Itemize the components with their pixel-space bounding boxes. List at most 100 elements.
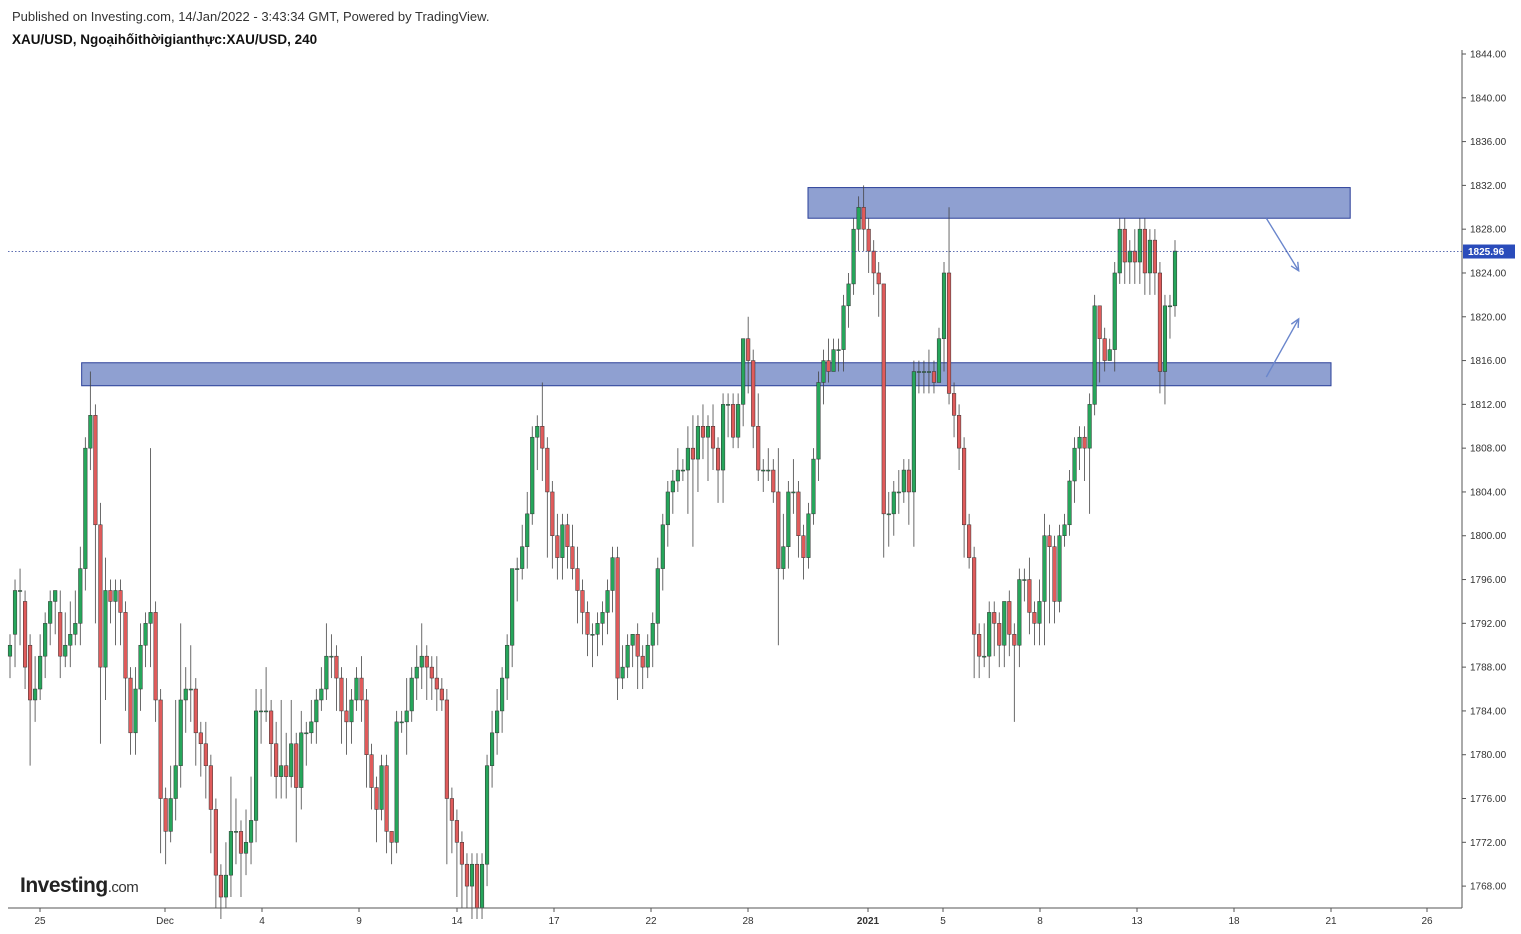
candle-body [459, 842, 464, 865]
sr-zone [807, 187, 1351, 219]
candle-body [12, 590, 18, 635]
candle-body [128, 677, 133, 734]
candle-body [1007, 601, 1012, 635]
candle-body [319, 688, 324, 701]
candle-body [158, 699, 163, 799]
candle-body [173, 765, 178, 799]
candle-body [1047, 535, 1052, 547]
candle-body [535, 426, 540, 438]
candle-body [836, 349, 841, 351]
candle-body [500, 677, 505, 712]
candle-body [505, 644, 510, 679]
candle-body [1107, 349, 1112, 361]
logo-suffix: .com [107, 879, 139, 896]
chart-header: Published on Investing.com, 14/Jan/2022 … [12, 9, 489, 47]
candle-body [610, 557, 615, 591]
candle-body [33, 688, 38, 701]
price-tick-label: 1836.00 [1470, 137, 1507, 148]
candle-body [329, 655, 334, 658]
candle-body [243, 842, 249, 854]
candle-body [585, 612, 590, 635]
time-tick-label: Dec [156, 916, 174, 927]
candle-body [118, 590, 123, 613]
candle-body [178, 699, 183, 766]
candle-body [635, 634, 640, 657]
time-tick-label: 4 [259, 916, 265, 927]
last-price-badge [1463, 244, 1515, 259]
candle-body [931, 371, 937, 383]
candle-body [1137, 228, 1142, 263]
candle-body [881, 283, 886, 515]
candle-body [1022, 579, 1027, 581]
candle-body [464, 863, 470, 887]
candle-body [916, 371, 921, 373]
candle-body [1017, 579, 1022, 646]
candle-body [1027, 579, 1032, 613]
candle-body [309, 721, 314, 734]
candle-body [414, 666, 419, 679]
candle-body [901, 469, 906, 493]
candle-body [967, 524, 972, 558]
candle-body [731, 404, 736, 438]
candle-body [1132, 250, 1137, 263]
candle-body [781, 546, 786, 569]
candle-body [921, 371, 926, 373]
candle-body [83, 447, 88, 569]
candle-body [962, 447, 967, 526]
candle-body [851, 228, 856, 285]
candle-body [926, 371, 932, 373]
candle-body [665, 491, 670, 526]
candle-body [354, 677, 359, 701]
candle-body [786, 491, 791, 547]
candle-body [1102, 338, 1107, 361]
arrow-shaft [1265, 217, 1300, 272]
candle-body [23, 601, 28, 668]
candle-body [876, 272, 881, 285]
price-tick-label: 1776.00 [1470, 794, 1507, 805]
candle-body [188, 688, 193, 691]
candle-body [741, 338, 746, 405]
candle-body [1037, 601, 1042, 624]
candle-body [279, 765, 284, 777]
time-tick-label: 21 [1325, 916, 1337, 927]
candle-body [389, 831, 394, 843]
candle-body [977, 634, 982, 657]
candle-body [941, 272, 947, 339]
candle-body [48, 601, 53, 624]
candle-body [334, 655, 339, 679]
candle-body [520, 546, 525, 569]
candle-body [987, 612, 992, 657]
candle-body [841, 305, 846, 350]
zones [81, 187, 1351, 387]
price-tick-label: 1800.00 [1470, 531, 1507, 542]
price-tick-label: 1808.00 [1470, 444, 1507, 455]
candle-body [771, 469, 776, 493]
candle-body [399, 721, 404, 724]
candle-body [1142, 228, 1147, 274]
candle-body [791, 491, 796, 494]
candle-body [575, 568, 580, 591]
candle-body [911, 371, 916, 493]
candles [7, 185, 1178, 919]
candle-body [429, 666, 434, 679]
candle-body [736, 404, 741, 438]
candle-body [605, 590, 610, 613]
candle-body [761, 469, 766, 472]
time-tick-label: 26 [1421, 916, 1433, 927]
candle-body [1077, 436, 1082, 449]
candle-body [484, 765, 490, 865]
candle-body [490, 732, 495, 766]
candle-body [982, 655, 987, 658]
candle-body [700, 426, 706, 438]
candle-body [705, 426, 711, 438]
candle-body [906, 469, 911, 493]
price-tick-label: 1804.00 [1470, 487, 1507, 498]
candle-body [690, 447, 695, 460]
candle-body [374, 787, 379, 810]
candle-body [565, 524, 570, 547]
candle-body [208, 765, 213, 810]
arrow-head [1290, 261, 1300, 273]
candle-body [233, 831, 239, 833]
candle-body [113, 590, 118, 602]
